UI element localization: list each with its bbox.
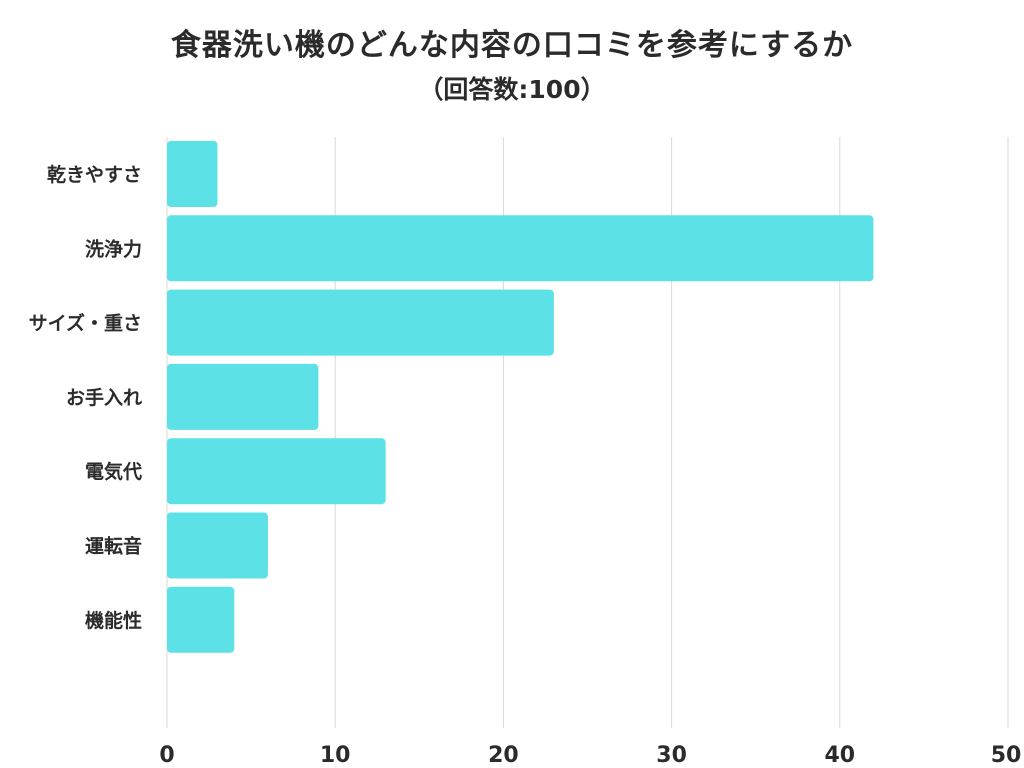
category-label: 運転音 xyxy=(85,535,142,558)
x-tick-label: 50 xyxy=(991,743,1022,768)
chart-subtitle: （回答数:100） xyxy=(418,75,606,104)
bar-1 xyxy=(167,141,218,207)
x-tick-labels: 0 10 20 30 40 50 xyxy=(159,743,1021,768)
category-label: 洗浄力 xyxy=(85,237,142,260)
bar-6 xyxy=(167,512,268,579)
x-tick-label: 40 xyxy=(824,743,855,768)
x-tick-label: 20 xyxy=(488,743,519,768)
x-tick-label: 10 xyxy=(320,743,351,768)
category-label: 電気代 xyxy=(85,460,142,483)
bar-2 xyxy=(167,215,874,282)
category-label: 機能性 xyxy=(85,609,142,632)
x-tick-label: 0 xyxy=(159,743,174,768)
bar-4 xyxy=(167,363,319,430)
bar-3 xyxy=(167,289,554,356)
category-label: サイズ・重さ xyxy=(29,312,142,335)
category-label: お手入れ xyxy=(66,386,142,409)
bars xyxy=(167,141,874,653)
chart-title: 食器洗い機のどんな内容の口コミを参考にするか xyxy=(170,28,854,63)
bar-7 xyxy=(167,586,235,653)
category-label: 乾きやすさ xyxy=(47,163,142,186)
x-tick-label: 30 xyxy=(656,743,687,768)
bar-5 xyxy=(167,438,386,505)
